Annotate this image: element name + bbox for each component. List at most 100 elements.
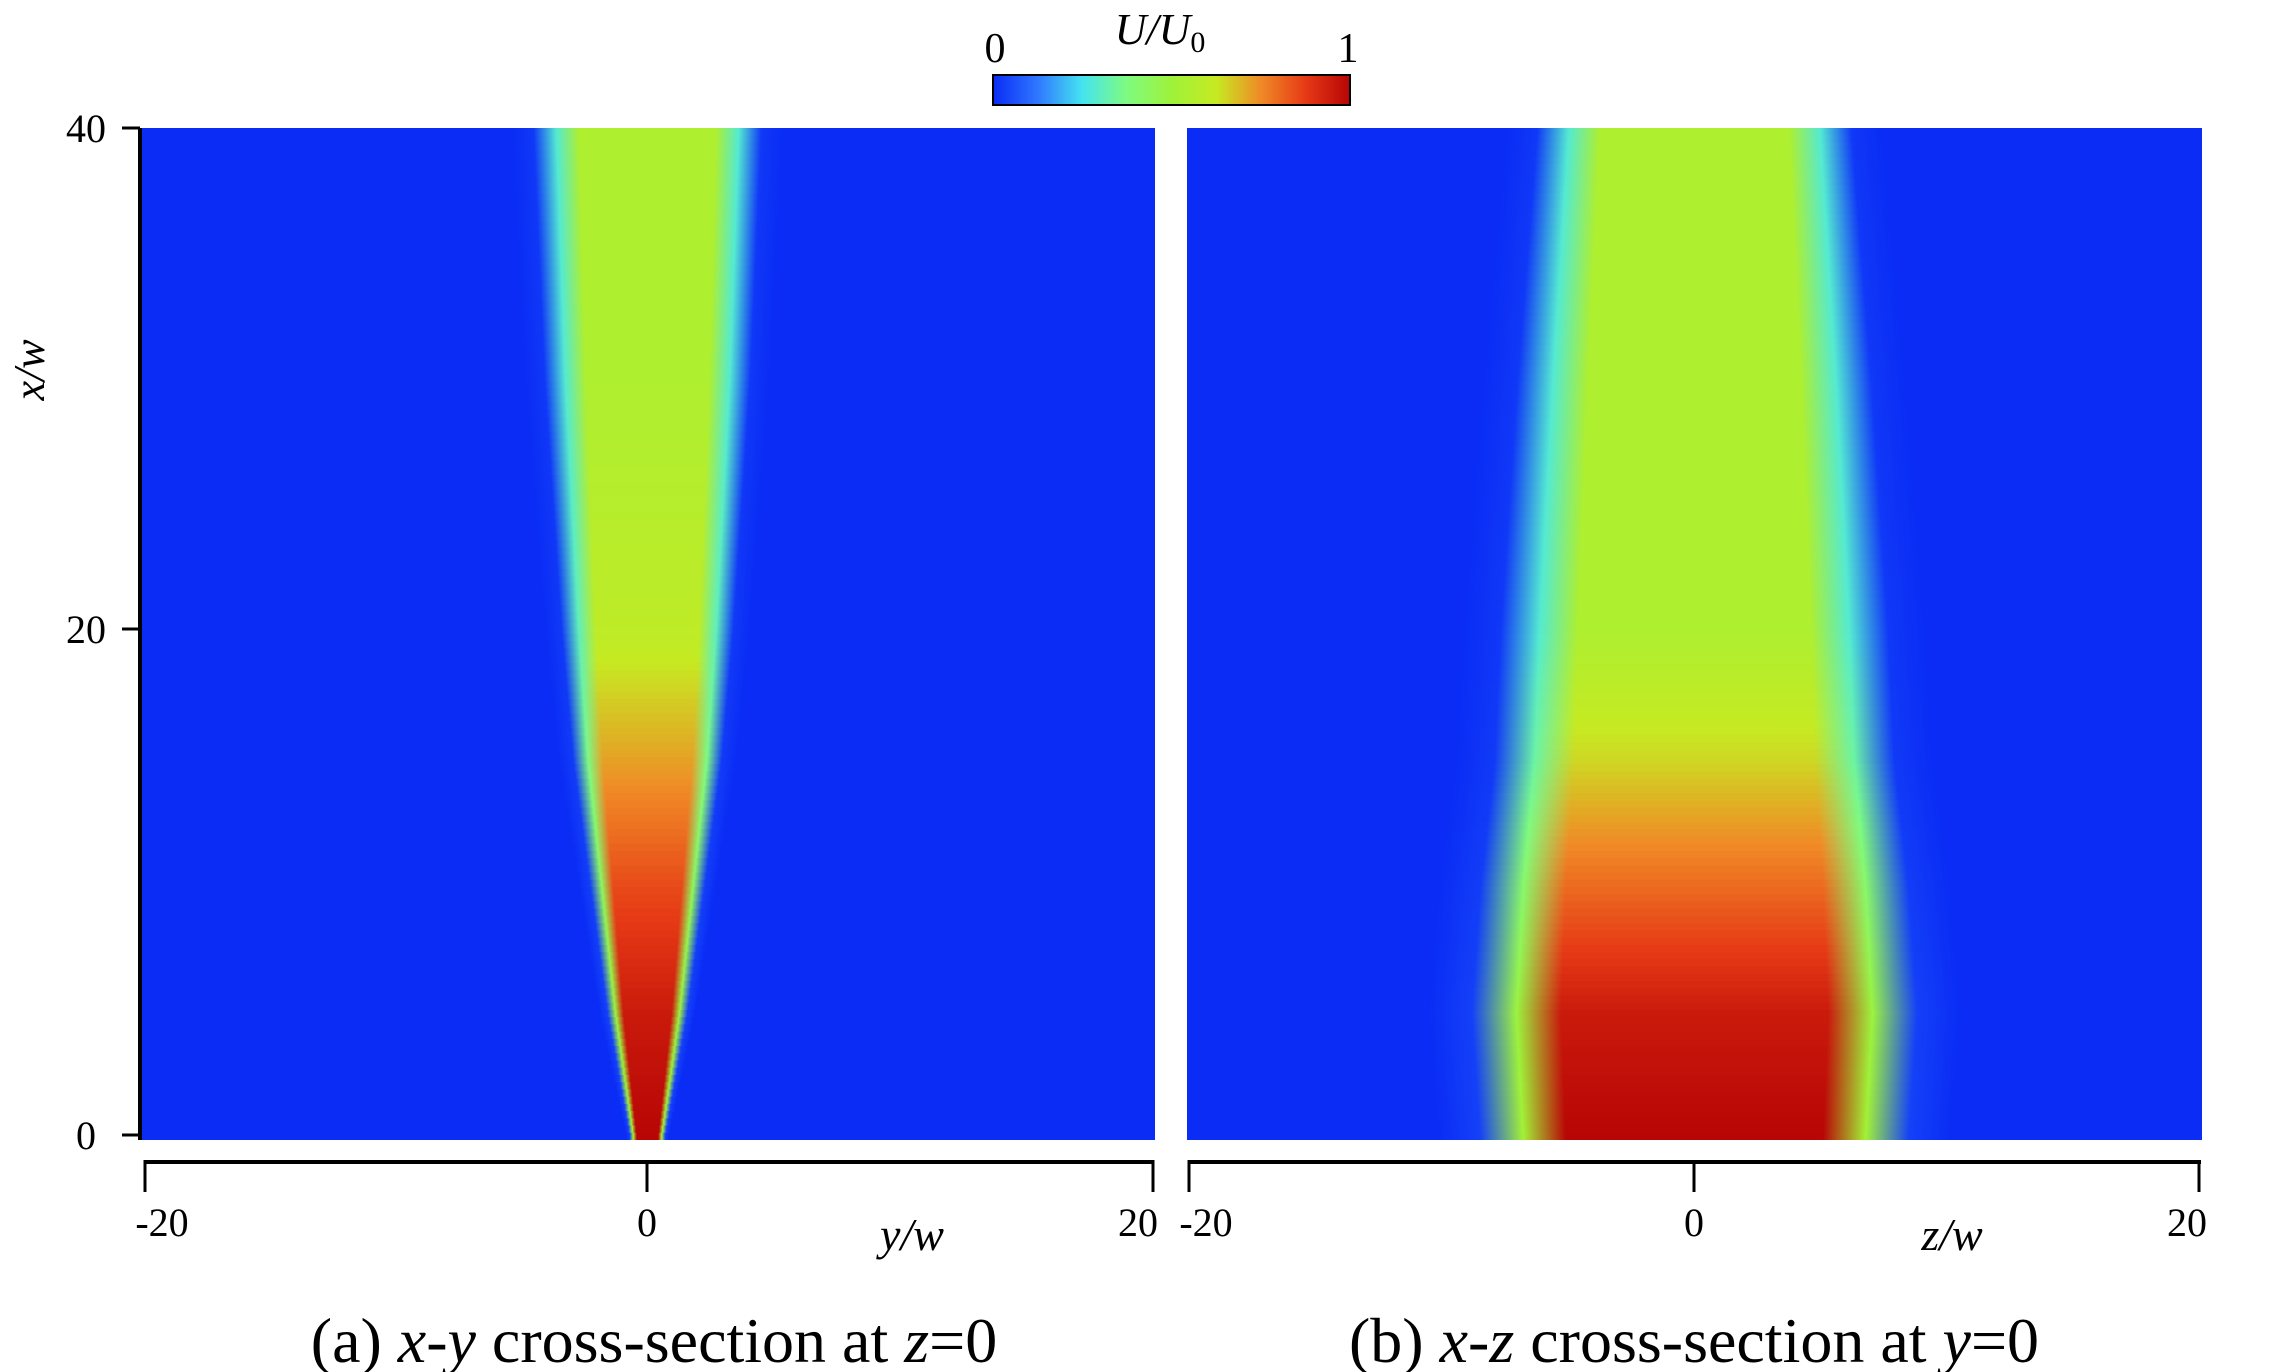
heatmap-row: [605, 1038, 690, 1047]
heatmap-row: [577, 872, 718, 881]
heatmap-row: [1431, 959, 1958, 968]
heatmap-row: [1460, 641, 1929, 650]
heatmap-row: [530, 460, 765, 469]
caption-a-var1: x: [397, 1305, 426, 1372]
heatmap-row: [1430, 1046, 1959, 1055]
heatmap-row: [1429, 1038, 1960, 1047]
heatmap-row: [1437, 1132, 1952, 1140]
heatmap-row: [624, 1125, 671, 1134]
heatmap-row: [1461, 634, 1928, 643]
caption-a-letter: (a): [311, 1305, 398, 1372]
heatmap-row: [571, 836, 724, 845]
heatmap-row: [585, 923, 710, 932]
heatmap-row: [583, 908, 712, 917]
heatmap-row: [592, 966, 703, 975]
x-axis-a-tick-label-left: -20: [135, 1200, 188, 1245]
heatmap-row: [556, 742, 739, 751]
heatmap-row: [1458, 691, 1931, 700]
heatmap-row: [1427, 1002, 1962, 1011]
heatmap-row: [1436, 1125, 1953, 1134]
heatmap-row: [532, 482, 763, 491]
heatmap-row: [523, 359, 772, 368]
heatmap-row: [541, 590, 754, 599]
heatmap-row: [602, 1024, 693, 1033]
heatmap-row: [1501, 171, 1888, 180]
colorbar-label-main: U/U: [1115, 5, 1194, 54]
heatmap-row: [517, 258, 778, 267]
heatmap-row: [1434, 923, 1955, 932]
heatmap-row: [1457, 713, 1932, 722]
heatmap-row: [535, 518, 760, 527]
heatmap-row: [1494, 243, 1895, 252]
heatmap-row: [1495, 236, 1894, 245]
heatmap-row: [1488, 308, 1901, 317]
y-axis-label: x/w: [5, 339, 54, 402]
heatmap-row: [1500, 178, 1889, 187]
heatmap-row: [513, 171, 782, 180]
heatmap-row: [546, 648, 749, 657]
caption-a-var2: y: [442, 1305, 477, 1372]
heatmap-row: [1485, 344, 1904, 353]
heatmap-row: [514, 200, 781, 209]
heatmap-row: [514, 193, 781, 202]
heatmap-row: [1454, 756, 1935, 765]
panel-b-jet: [1427, 128, 1962, 1140]
heatmap-row: [574, 858, 721, 867]
heatmap-row: [610, 1060, 685, 1069]
heatmap-row: [1498, 207, 1891, 216]
heatmap-row: [511, 149, 784, 158]
heatmap-row: [1475, 453, 1914, 462]
heatmap-row: [526, 409, 769, 418]
heatmap-row: [1459, 662, 1930, 671]
heatmap-row: [518, 279, 777, 288]
heatmap-row: [1464, 597, 1925, 606]
heatmap-row: [1429, 980, 1960, 989]
heatmap-row: [1471, 511, 1918, 520]
heatmap-row: [518, 272, 777, 281]
heatmap-row: [1445, 821, 1944, 830]
colorbar-label-sub: 0: [1190, 26, 1205, 59]
caption-a-var3: z: [903, 1305, 929, 1372]
x-axis-a: -20 0 20 y/w: [135, 1160, 1158, 1260]
heatmap-row: [1503, 149, 1886, 158]
heatmap-row: [516, 243, 779, 252]
heatmap-row: [1492, 272, 1897, 281]
heatmap-row: [1431, 1060, 1958, 1069]
heatmap-row: [511, 135, 784, 144]
heatmap-row: [1459, 670, 1930, 679]
heatmap-row: [1428, 1024, 1961, 1033]
heatmap-row: [1477, 438, 1912, 447]
heatmap-row: [601, 1017, 694, 1026]
heatmap-row: [576, 865, 719, 874]
heatmap-row: [543, 619, 752, 628]
heatmap-row: [1436, 894, 1953, 903]
heatmap-row: [548, 662, 747, 671]
heatmap-row: [1470, 518, 1919, 527]
heatmap-row: [1429, 1031, 1960, 1040]
heatmap-row: [1440, 865, 1949, 874]
heatmap-row: [593, 973, 702, 982]
heatmap-row: [533, 489, 762, 498]
heatmap-row: [542, 597, 753, 606]
heatmap-row: [516, 229, 779, 238]
heatmap-row: [531, 467, 764, 476]
heatmap-row: [1496, 229, 1893, 238]
heatmap-row: [1456, 727, 1933, 736]
heatmap-row: [1465, 576, 1924, 585]
heatmap-row: [519, 294, 776, 303]
heatmap-row: [591, 959, 704, 968]
heatmap-row: [621, 1111, 674, 1120]
x-axis-b: -20 0 20 z/w: [1179, 1160, 2207, 1260]
heatmap-row: [560, 771, 735, 780]
heatmap-row: [549, 677, 746, 686]
heatmap-row: [1452, 771, 1937, 780]
heatmap-row: [1439, 872, 1950, 881]
heatmap-row: [520, 301, 775, 310]
heatmap-row: [597, 995, 698, 1004]
caption-b-var2: z: [1488, 1305, 1514, 1372]
heatmap-row: [556, 735, 739, 744]
heatmap-row: [1473, 489, 1916, 498]
heatmap-row: [529, 446, 766, 455]
heatmap-row: [1442, 843, 1947, 852]
